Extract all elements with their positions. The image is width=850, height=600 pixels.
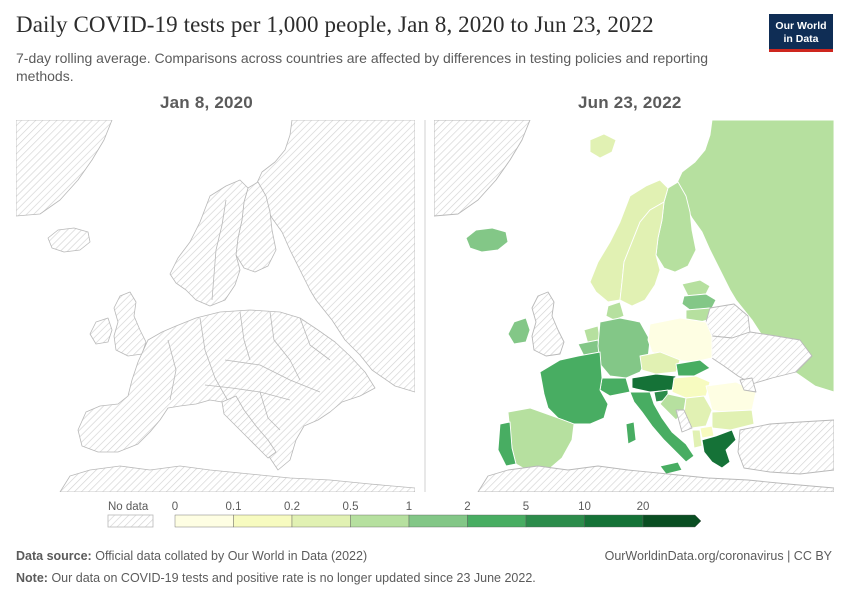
map-region-sicily[interactable]	[659, 461, 683, 475]
legend-no-data-label: No data	[108, 501, 149, 513]
left-uk[interactable]	[113, 291, 147, 357]
map-region-austria[interactable]	[631, 373, 677, 393]
map-region-svalbard[interactable]	[589, 133, 617, 159]
left-italy[interactable]	[221, 395, 277, 459]
left-map	[16, 120, 415, 492]
note-label: Note:	[16, 571, 48, 585]
map-region-sweden[interactable]	[619, 201, 665, 307]
left-panel-date: Jan 8, 2020	[160, 93, 253, 112]
legend-bin[interactable]	[350, 514, 410, 528]
map-region-albania[interactable]	[691, 429, 703, 449]
legend-tick-label: 0.1	[226, 501, 242, 513]
note: Note: Our data on COVID-19 tests and pos…	[16, 571, 536, 585]
logo-line-1: Our World	[775, 20, 827, 32]
map-region-estonia[interactable]	[681, 279, 711, 297]
map-region-north-macedonia[interactable]	[699, 425, 715, 439]
map-region-czechia[interactable]	[639, 351, 681, 375]
data-source-label: Data source:	[16, 549, 92, 563]
legend-tick-label: 0	[172, 501, 178, 513]
legend-bins	[174, 514, 702, 528]
map-region-russia[interactable]	[675, 120, 834, 393]
map-region-sardinia[interactable]	[625, 421, 637, 445]
left-iceland[interactable]	[47, 227, 91, 253]
left-russia[interactable]	[255, 120, 415, 393]
legend-tick-label: 2	[464, 501, 470, 513]
map-region-greece[interactable]	[701, 429, 737, 469]
left-greenland[interactable]	[16, 120, 113, 217]
map-region-greenland[interactable]	[434, 120, 531, 217]
chart-title: Daily COVID-19 tests per 1,000 people, J…	[16, 12, 654, 37]
legend-tick-label: 1	[406, 501, 412, 513]
map-region-iceland[interactable]	[465, 227, 509, 253]
legend-bin[interactable]	[642, 514, 702, 528]
right-panel-date: Jun 23, 2022	[578, 93, 682, 112]
map-region-hungary[interactable]	[671, 375, 711, 399]
map-region-poland[interactable]	[647, 317, 713, 363]
map-region-ukraine[interactable]	[711, 331, 813, 385]
map-region-denmark[interactable]	[605, 301, 625, 321]
legend-bin[interactable]	[233, 514, 293, 528]
legend-bin[interactable]	[291, 514, 351, 528]
data-source-text: Official data collated by Our World in D…	[95, 549, 368, 563]
right-map	[434, 120, 834, 492]
map-region-turkey[interactable]	[737, 419, 834, 475]
left-north-africa[interactable]	[59, 465, 415, 492]
chart-subtitle: 7-day rolling average. Comparisons acros…	[16, 50, 709, 84]
map-region-moldova[interactable]	[739, 377, 757, 393]
legend-no-data-swatch[interactable]	[107, 514, 154, 528]
map-region-switzerland[interactable]	[599, 377, 631, 397]
map-region-ireland[interactable]	[507, 317, 531, 345]
left-sweden-line	[211, 199, 227, 301]
map-region-north-africa[interactable]	[477, 465, 834, 492]
legend-bin[interactable]	[174, 514, 234, 528]
legend-tick-label: 20	[637, 501, 650, 513]
legend-bin[interactable]	[525, 514, 585, 528]
data-source: Data source: Official data collated by O…	[16, 549, 367, 563]
owid-logo[interactable]: Our World in Data	[769, 14, 833, 52]
legend-tick-label: 5	[523, 501, 529, 513]
left-scandinavia[interactable]	[169, 179, 249, 307]
map-region-portugal[interactable]	[497, 421, 517, 467]
map-region-france[interactable]	[539, 351, 609, 425]
map-region-uk[interactable]	[531, 291, 565, 357]
source-url[interactable]: OurWorldinData.org/coronavirus | CC BY	[604, 549, 832, 563]
legend-bin[interactable]	[467, 514, 527, 528]
legend-bin[interactable]	[584, 514, 644, 528]
legend-tick-label: 10	[578, 501, 591, 513]
map-region-slovakia[interactable]	[675, 359, 711, 377]
legend-tick-label: 0.2	[284, 501, 300, 513]
left-ireland[interactable]	[89, 317, 113, 345]
logo-line-2: in Data	[783, 32, 819, 45]
map-region-bulgaria[interactable]	[711, 409, 755, 431]
note-text: Our data on COVID-19 tests and positive …	[51, 571, 536, 585]
legend-tick-label: 0.5	[343, 501, 359, 513]
legend-ticks: 0 0.1 0.2 0.5 1 2 5 10 20	[172, 501, 650, 513]
left-borders	[167, 311, 331, 431]
map-region-italy[interactable]	[629, 391, 695, 463]
legend: No data 0 0.1 0.2 0.5 1 2 5 10 20	[107, 501, 702, 528]
map-region-bosnia[interactable]	[675, 409, 693, 433]
legend-bin[interactable]	[408, 514, 468, 528]
